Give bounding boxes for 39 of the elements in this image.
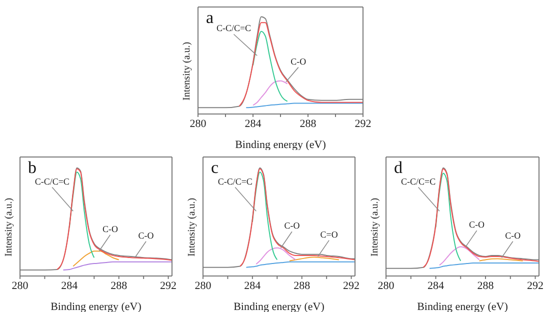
annotation: C-C/C=C — [401, 176, 436, 186]
annotation: C-O — [290, 56, 307, 66]
x-tick-label: 292 — [354, 118, 372, 130]
x-axis-title: Binding energy (eV) — [235, 139, 326, 151]
x-tick-label: 284 — [428, 280, 445, 292]
x-tick-label: 280 — [12, 280, 29, 292]
annotation: C-C/C=C — [218, 176, 252, 186]
annotation: C-O — [469, 220, 486, 230]
annotation: C-O — [284, 220, 300, 231]
x-tick-label: 292 — [527, 280, 544, 292]
y-axis-title: Intensity (a.u.) — [4, 198, 15, 256]
chart-title: b — [28, 158, 36, 178]
x-tick-label: 288 — [300, 118, 317, 130]
y-axis-title: Intensity (a.u.) — [182, 42, 193, 100]
x-tick-label: 292 — [343, 280, 360, 292]
x-axis-title: Binding energy (eV) — [234, 301, 325, 312]
y-axis-title: Intensity (a.u.) — [186, 198, 198, 256]
y-axis-title: Intensity (a.u.) — [370, 198, 381, 256]
chart-title: c — [211, 158, 219, 178]
x-axis-title: Binding energy (eV) — [417, 301, 508, 312]
x-axis-title: Binding energy (eV) — [50, 301, 142, 312]
x-tick-label: 280 — [378, 280, 395, 292]
x-tick-label: 284 — [244, 118, 262, 130]
annotation: C-C/C=C — [34, 176, 70, 186]
x-tick-label: 292 — [160, 280, 177, 292]
x-tick-label: 288 — [294, 280, 311, 292]
chart-title: a — [206, 8, 214, 28]
x-tick-label: 288 — [110, 280, 128, 292]
annotation: C-O — [102, 224, 118, 234]
annotation: C-C/C=C — [216, 23, 252, 34]
x-tick-label: 288 — [477, 280, 494, 292]
x-tick-label: 284 — [244, 280, 262, 292]
x-tick-label: 280 — [194, 280, 212, 292]
chart-title: d — [394, 158, 402, 178]
annotation: C-O — [138, 230, 154, 240]
annotation: C-O — [505, 230, 522, 240]
annotation: C=O — [320, 229, 338, 240]
x-tick-label: 284 — [61, 280, 78, 292]
x-tick-label: 280 — [190, 118, 207, 130]
